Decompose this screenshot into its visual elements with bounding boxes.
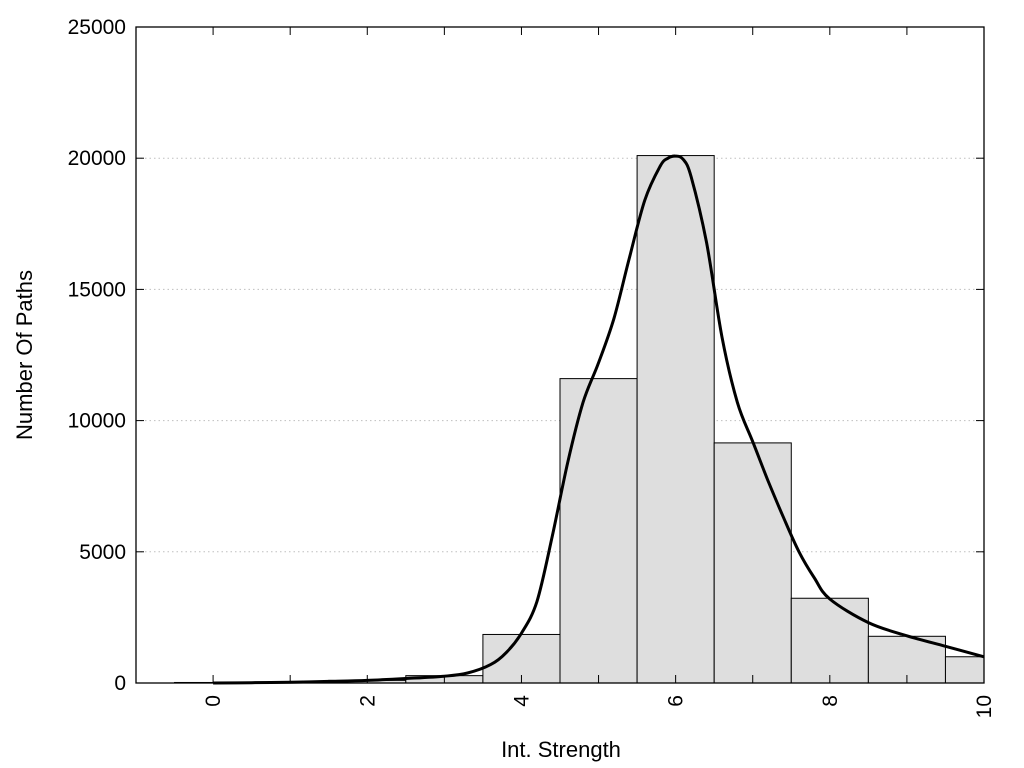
x-tick-label: 4	[510, 695, 533, 707]
y-tick-label: 20000	[68, 147, 126, 170]
x-tick-label: 2	[356, 695, 379, 707]
y-tick-label: 5000	[79, 541, 126, 564]
y-tick-label: 25000	[68, 16, 126, 39]
histogram-bar-5	[559, 378, 638, 684]
bar-layer	[174, 155, 985, 684]
x-tick-label: 10	[973, 695, 996, 718]
y-axis-title: Number Of Paths	[12, 270, 37, 440]
histogram-bar-10	[944, 656, 985, 684]
y-axis-ticks: 0 5000 10000 15000 20000 25000	[68, 16, 984, 695]
y-tick-label: 15000	[68, 278, 126, 301]
x-tick-label: 6	[665, 695, 688, 707]
x-tick-label: 0	[202, 695, 225, 707]
histogram-bar-7	[713, 442, 792, 684]
y-tick-label: 0	[114, 672, 126, 695]
x-axis-title: Int. Strength	[501, 737, 621, 762]
histogram-bar-6	[636, 155, 715, 684]
plot-frame	[135, 26, 985, 684]
x-axis-ticks: 0 2 4 6 8 10	[135, 27, 996, 718]
y-tick-label: 10000	[68, 410, 126, 433]
histogram-bar-8	[790, 597, 869, 684]
x-tick-label: 8	[819, 695, 842, 707]
